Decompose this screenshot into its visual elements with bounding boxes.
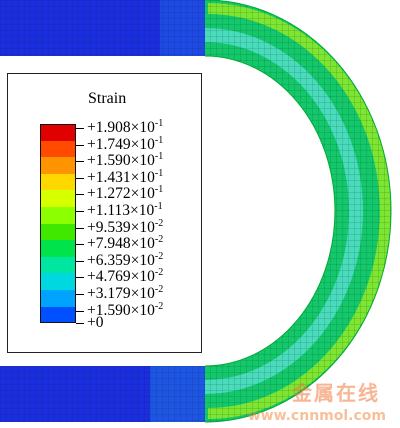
- legend-swatch: [40, 207, 76, 224]
- legend-label: +4.769×10-2: [76, 265, 163, 285]
- legend-label: +1.908×10-1: [76, 116, 163, 136]
- legend-swatch: [40, 273, 76, 290]
- watermark-text: 金属在线: [292, 381, 380, 405]
- legend-label: +1.590×10-1: [76, 149, 163, 169]
- legend-label: +1.431×10-1: [76, 166, 163, 186]
- strain-legend: Strain +1.908×10-1 +1.749×10-1 +1.590×10-1…: [7, 73, 202, 353]
- legend-swatch: [40, 290, 76, 307]
- legend-label: +6.359×10-2: [76, 249, 163, 269]
- lower-tube: [0, 366, 210, 422]
- legend-swatch: [40, 306, 76, 324]
- legend-swatch: [40, 240, 76, 257]
- legend-swatch: [40, 124, 76, 141]
- watermark-url: www.cnnmol.com: [247, 408, 386, 424]
- legend-swatch: [40, 173, 76, 191]
- legend-label: +3.179×10-2: [76, 282, 163, 302]
- legend-swatch: [40, 223, 76, 241]
- legend-swatch: [40, 140, 76, 158]
- legend-label: +7.948×10-2: [76, 232, 163, 252]
- legend-label: +1.272×10-1: [76, 182, 163, 202]
- legend-swatch: [40, 256, 76, 274]
- legend-label: +1.749×10-1: [76, 133, 163, 153]
- legend-swatch: [40, 157, 76, 174]
- legend-swatch: [40, 190, 76, 207]
- upper-tube: [0, 0, 220, 56]
- legend-label: +9.539×10-2: [76, 216, 163, 236]
- legend-label: +1.113×10-1: [76, 199, 163, 219]
- legend-title: Strain: [88, 90, 127, 107]
- legend-label: +1.590×10-2: [76, 299, 163, 319]
- legend-label: +0: [76, 315, 104, 331]
- bend-section: [204, 0, 392, 423]
